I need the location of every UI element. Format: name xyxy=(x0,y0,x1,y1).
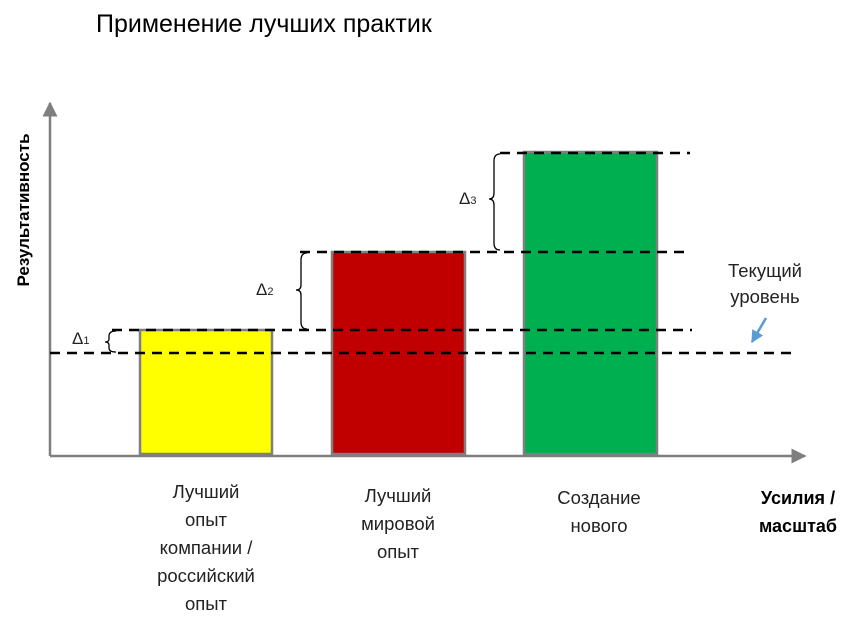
bar-company-best-practice xyxy=(138,328,274,456)
bar-label-company-best-practice: Лучший опыт компании / российский опыт xyxy=(157,481,255,614)
y-axis-label: Результативность xyxy=(14,133,33,287)
diagram-title: Применение лучших практик xyxy=(96,10,432,38)
brace-delta-1 xyxy=(104,330,117,353)
bar-creating-new xyxy=(522,150,659,456)
current-level-label: Текущий уровень xyxy=(728,260,802,307)
delta-3-label: Δ3 xyxy=(459,189,476,208)
bar-label-world-best-practice: Лучший мировой опыт xyxy=(361,485,435,562)
brace-delta-3 xyxy=(488,153,501,251)
delta-1-label: Δ1 xyxy=(72,329,89,348)
delta-2-label: Δ2 xyxy=(256,280,273,299)
current-level-arrow xyxy=(750,317,768,344)
brace-delta-2 xyxy=(295,252,308,330)
bar-label-creating-new: Создание нового xyxy=(557,487,641,536)
x-axis-label: Усилия / масштаб xyxy=(758,488,838,536)
